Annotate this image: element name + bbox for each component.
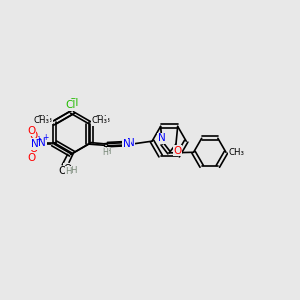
Text: N: N (38, 138, 46, 148)
Text: N: N (123, 140, 131, 149)
Text: O: O (27, 126, 36, 136)
Text: Cl: Cl (65, 100, 76, 110)
Text: CH₃: CH₃ (36, 115, 52, 124)
Text: CH₃: CH₃ (94, 115, 110, 124)
Text: N: N (158, 133, 166, 143)
Text: O: O (58, 166, 66, 176)
Text: N: N (127, 138, 135, 148)
Text: H: H (70, 166, 76, 175)
Text: H: H (103, 148, 108, 157)
Text: O: O (29, 144, 38, 154)
Text: H: H (104, 147, 111, 156)
Text: +: + (36, 135, 42, 144)
Text: O: O (173, 146, 181, 155)
Text: N: N (123, 140, 131, 149)
Text: CH₃: CH₃ (34, 116, 50, 125)
Text: +: + (43, 133, 49, 142)
Text: O: O (29, 131, 38, 141)
Text: H: H (65, 167, 72, 176)
Text: O: O (63, 164, 72, 174)
Text: CH₃: CH₃ (92, 116, 107, 125)
Text: Cl: Cl (68, 98, 79, 108)
Text: O: O (27, 153, 36, 163)
Text: CH₃: CH₃ (229, 148, 244, 157)
Text: N: N (31, 139, 39, 149)
